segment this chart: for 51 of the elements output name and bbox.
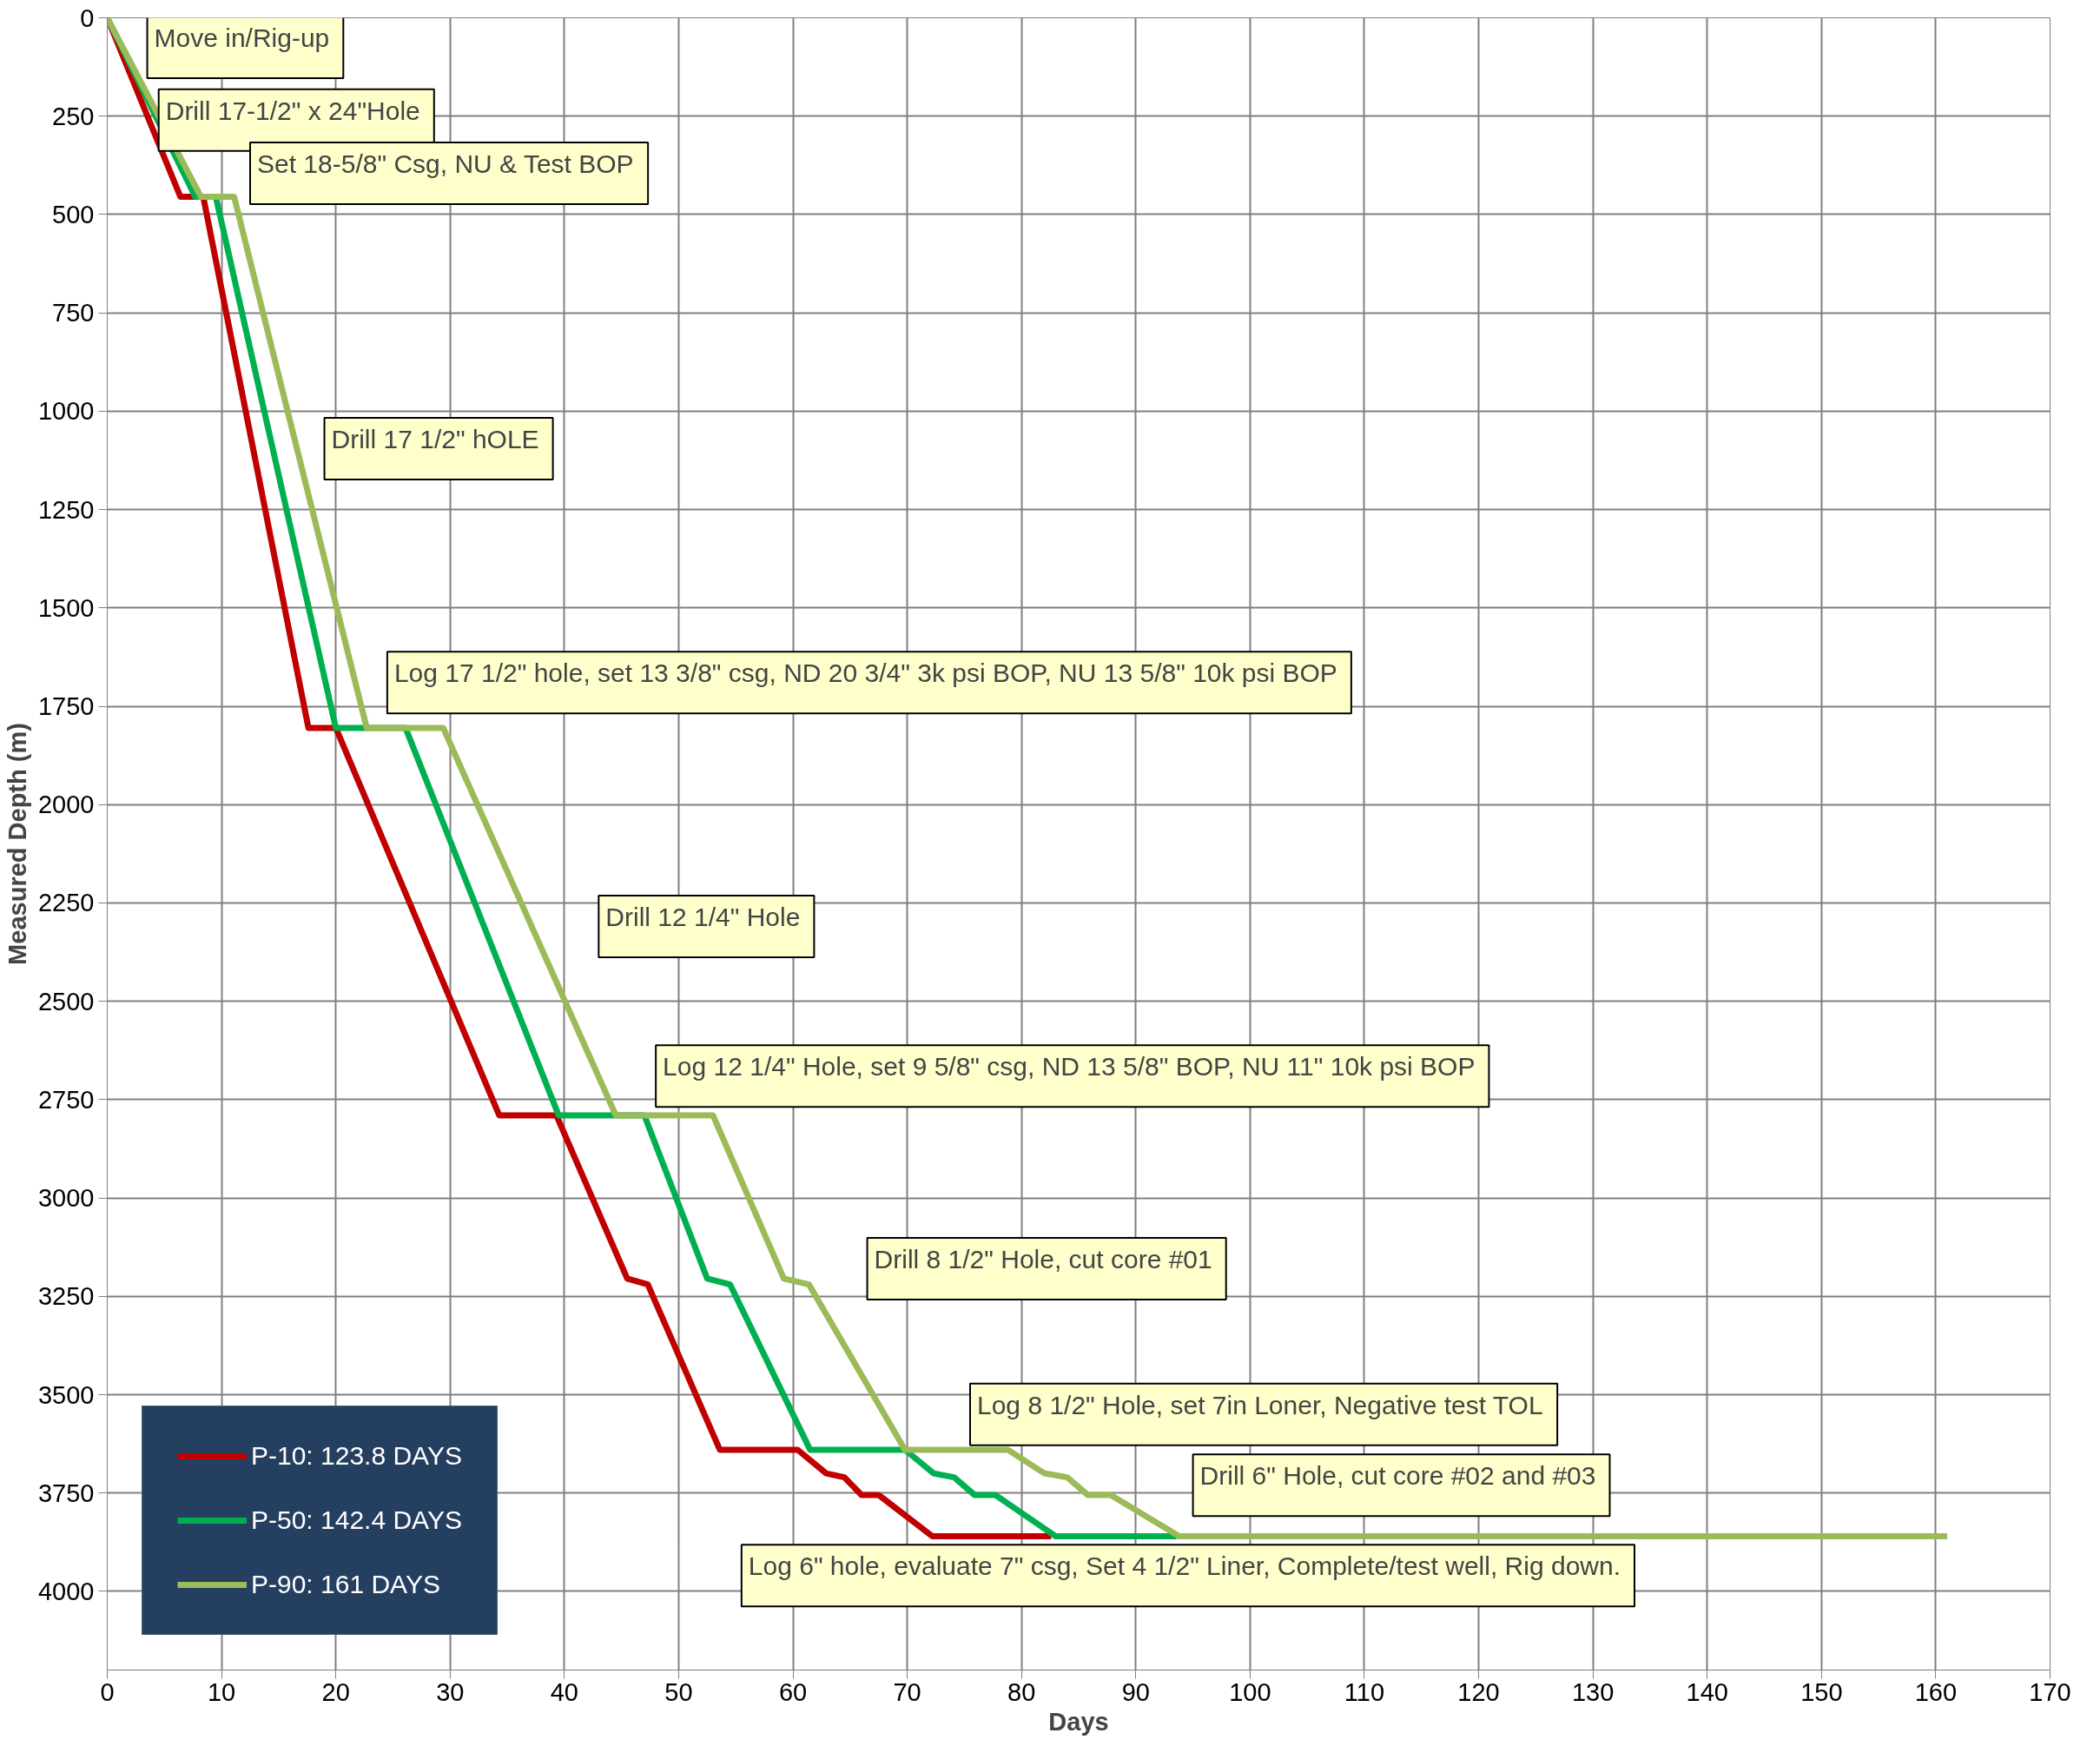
y-tick-label: 0: [80, 3, 95, 32]
x-tick-label: 10: [207, 1677, 236, 1706]
y-tick-label: 3250: [37, 1282, 95, 1311]
legend-label: P-90: 161 DAYS: [251, 1570, 440, 1599]
y-tick-label: 500: [52, 200, 95, 228]
x-axis-title: Days: [1048, 1707, 1109, 1736]
legend-label: P-10: 123.8 DAYS: [251, 1441, 462, 1471]
annotation: Log 12 1/4" Hole, set 9 5/8" csg, ND 13 5/8" BOP, NU 11" 10k psi BOP: [663, 1052, 1476, 1082]
y-tick-label: 2500: [37, 987, 95, 1015]
legend-label: P-50: 142.4 DAYS: [251, 1505, 462, 1535]
y-tick-label: 1750: [37, 692, 95, 720]
y-axis-title: Measured Depth (m): [3, 723, 31, 965]
annotation: Log 8 1/2" Hole, set 7in Loner, Negative test TOL: [976, 1390, 1543, 1419]
x-tick-label: 30: [436, 1677, 465, 1706]
x-tick-label: 110: [1344, 1677, 1385, 1706]
y-tick-label: 1500: [37, 593, 95, 622]
annotation: Log 17 1/2" hole, set 13 3/8" csg, ND 20 3/4" 3k psi BOP, NU 13 5/8" 10k psi BOP: [393, 658, 1337, 688]
annotation: Drill 6" Hole, cut core #02 and #03: [1199, 1461, 1596, 1491]
y-tick-label: 1250: [37, 495, 95, 524]
x-tick-label: 130: [1571, 1677, 1615, 1706]
x-tick-label: 170: [2029, 1677, 2071, 1706]
x-tick-label: 70: [893, 1677, 921, 1706]
y-tick-label: 1000: [37, 397, 95, 426]
x-tick-label: 60: [778, 1677, 808, 1706]
x-tick-label: 50: [664, 1677, 693, 1706]
annotation: Drill 8 1/2" Hole, cut core #01: [874, 1245, 1212, 1274]
x-tick-label: 140: [1686, 1677, 1728, 1706]
x-tick-label: 120: [1457, 1677, 1500, 1706]
y-tick-label: 250: [52, 102, 95, 130]
y-tick-label: 3500: [37, 1380, 95, 1409]
annotation: Move in/Rig-up: [154, 23, 330, 52]
y-tick-label: 3750: [37, 1478, 95, 1507]
x-tick-label: 90: [1121, 1677, 1150, 1706]
y-tick-label: 2250: [37, 889, 95, 917]
annotation: Drill 17 1/2" hOLE: [331, 424, 539, 453]
annotation: Log 6" hole, evaluate 7" csg, Set 4 1/2" Liner, Complete/test well, Rig down.: [748, 1551, 1621, 1581]
annotation: Drill 12 1/4" Hole: [605, 903, 801, 932]
x-tick-label: 20: [321, 1677, 350, 1706]
annotation: Drill 17-1/2" x 24"Hole: [165, 96, 420, 125]
y-tick-label: 3000: [37, 1184, 95, 1213]
x-tick-label: 150: [1800, 1677, 1843, 1706]
x-tick-label: 0: [100, 1677, 115, 1706]
y-tick-label: 4000: [37, 1577, 95, 1605]
y-tick-label: 2750: [37, 1085, 95, 1114]
x-tick-label: 40: [550, 1677, 578, 1706]
y-tick-label: 2000: [37, 791, 95, 819]
y-tick-label: 750: [52, 299, 95, 327]
x-tick-label: 80: [1007, 1677, 1036, 1706]
x-tick-label: 100: [1229, 1677, 1271, 1706]
annotation: Set 18-5/8" Csg, NU & Test BOP: [256, 149, 634, 178]
x-tick-label: 160: [1914, 1677, 1958, 1706]
